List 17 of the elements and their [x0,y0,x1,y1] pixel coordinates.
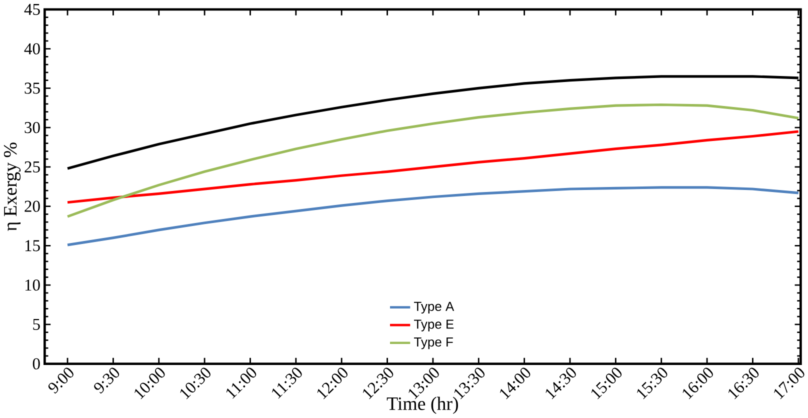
y-tick-label: 15 [25,240,40,252]
y-tick-label: 40 [24,43,40,54]
y-tick-label: 10 [25,280,40,291]
x-tick-label: 9:00 [48,368,74,394]
line-series [66,104,800,218]
legend-label: Type E [414,320,454,332]
y-tick-label: 25 [24,161,40,173]
y-tick-label: 5 [33,319,40,330]
y-axis-title: η Exergy % [4,142,21,232]
y-tick-label: 45 [24,4,40,16]
y-tick-label: 0 [32,358,40,370]
y-tick-label: 35 [24,82,40,94]
legend-label: Type F [414,338,453,350]
y-tick-label: 20 [24,200,40,212]
y-tick-label: 30 [24,122,40,134]
x-tick-label: 9:30 [94,368,120,394]
legend-label: Type A [414,302,454,314]
